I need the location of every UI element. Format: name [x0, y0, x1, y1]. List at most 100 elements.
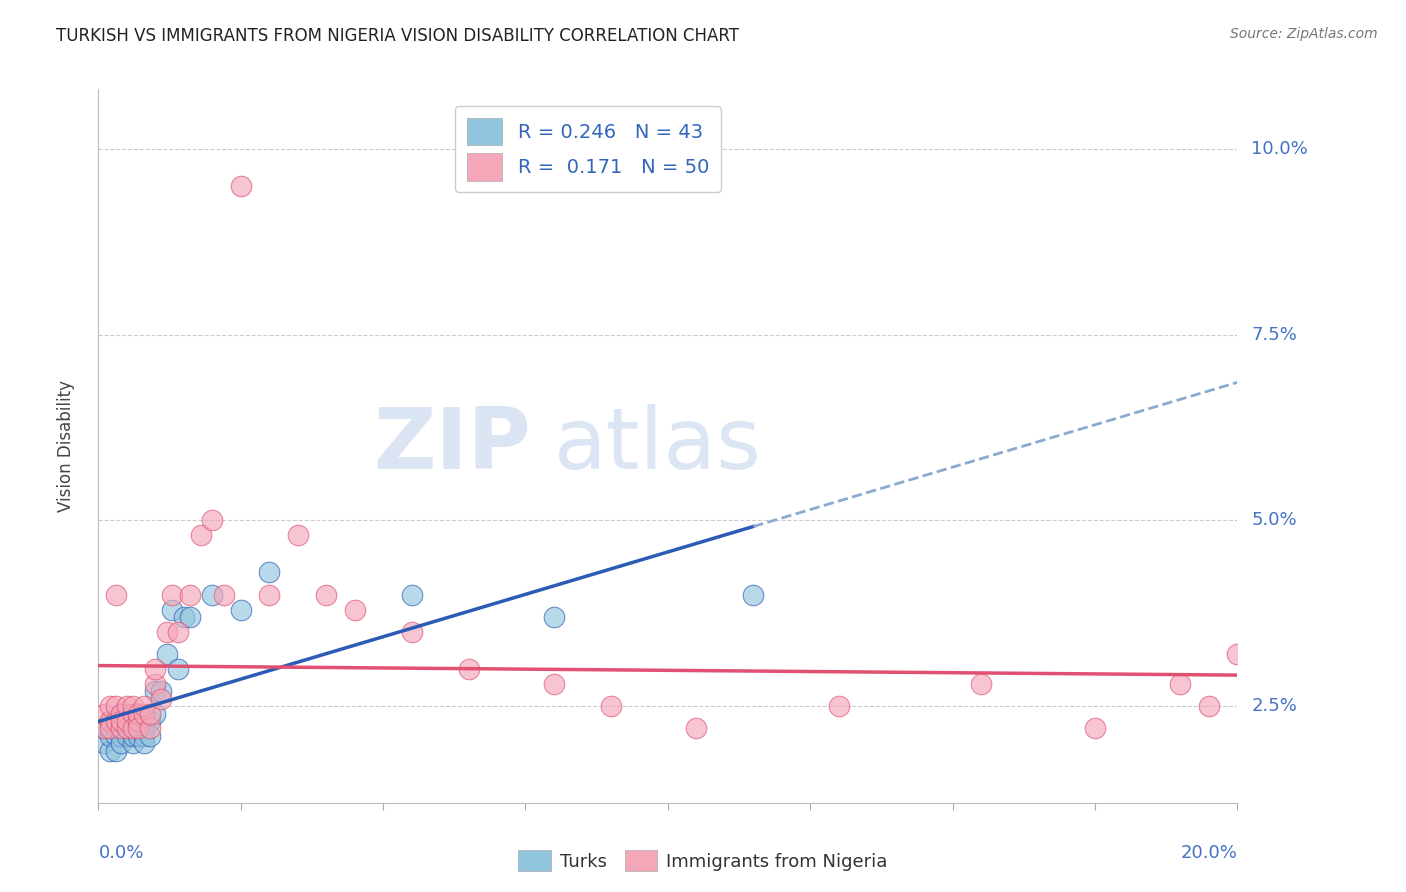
- Point: [229, 602, 252, 616]
- Point: [98, 722, 121, 736]
- Point: [145, 684, 167, 698]
- Point: [98, 729, 121, 743]
- Point: [132, 706, 155, 721]
- Text: TURKISH VS IMMIGRANTS FROM NIGERIA VISION DISABILITY CORRELATION CHART: TURKISH VS IMMIGRANTS FROM NIGERIA VISIO…: [56, 27, 740, 45]
- Point: [156, 647, 179, 661]
- Point: [104, 699, 127, 714]
- Point: [93, 706, 115, 721]
- Point: [212, 588, 235, 602]
- Text: 10.0%: 10.0%: [1251, 140, 1308, 158]
- Point: [132, 722, 155, 736]
- Point: [145, 662, 167, 676]
- Point: [173, 610, 195, 624]
- Point: [98, 714, 121, 728]
- Point: [543, 677, 565, 691]
- Point: [115, 714, 138, 728]
- Point: [287, 528, 309, 542]
- Point: [115, 722, 138, 736]
- Point: [162, 602, 184, 616]
- Point: [145, 677, 167, 691]
- Point: [110, 722, 132, 736]
- Point: [127, 729, 149, 743]
- Point: [121, 722, 143, 736]
- Point: [132, 736, 155, 750]
- Point: [156, 624, 179, 639]
- Point: [150, 684, 173, 698]
- Point: [110, 729, 132, 743]
- Point: [162, 588, 184, 602]
- Point: [1170, 677, 1192, 691]
- Point: [121, 729, 143, 743]
- Point: [150, 691, 173, 706]
- Point: [121, 714, 143, 728]
- Text: 7.5%: 7.5%: [1251, 326, 1298, 343]
- Point: [93, 722, 115, 736]
- Point: [110, 722, 132, 736]
- Point: [93, 722, 115, 736]
- Text: 2.5%: 2.5%: [1251, 698, 1298, 715]
- Point: [229, 178, 252, 193]
- Point: [201, 588, 224, 602]
- Point: [401, 588, 423, 602]
- Point: [259, 588, 281, 602]
- Point: [685, 722, 707, 736]
- Point: [93, 736, 115, 750]
- Point: [315, 588, 337, 602]
- Point: [132, 729, 155, 743]
- Text: 0.0%: 0.0%: [98, 845, 143, 863]
- Point: [145, 706, 167, 721]
- Point: [343, 602, 366, 616]
- Text: 20.0%: 20.0%: [1181, 845, 1237, 863]
- Point: [115, 729, 138, 743]
- Point: [138, 729, 160, 743]
- Point: [543, 610, 565, 624]
- Text: ZIP: ZIP: [374, 404, 531, 488]
- Point: [401, 624, 423, 639]
- Point: [127, 714, 149, 728]
- Point: [1084, 722, 1107, 736]
- Point: [179, 610, 201, 624]
- Point: [98, 714, 121, 728]
- Point: [138, 706, 160, 721]
- Point: [127, 706, 149, 721]
- Point: [167, 624, 190, 639]
- Point: [110, 714, 132, 728]
- Y-axis label: Vision Disability: Vision Disability: [56, 380, 75, 512]
- Point: [179, 588, 201, 602]
- Point: [104, 714, 127, 728]
- Point: [110, 736, 132, 750]
- Point: [104, 714, 127, 728]
- Point: [127, 714, 149, 728]
- Point: [115, 714, 138, 728]
- Point: [121, 699, 143, 714]
- Point: [190, 528, 212, 542]
- Point: [104, 722, 127, 736]
- Text: Source: ZipAtlas.com: Source: ZipAtlas.com: [1230, 27, 1378, 41]
- Point: [127, 722, 149, 736]
- Point: [104, 588, 127, 602]
- Point: [1226, 647, 1249, 661]
- Point: [115, 706, 138, 721]
- Point: [115, 699, 138, 714]
- Point: [138, 722, 160, 736]
- Point: [742, 588, 765, 602]
- Point: [1198, 699, 1220, 714]
- Point: [121, 736, 143, 750]
- Point: [110, 706, 132, 721]
- Point: [121, 722, 143, 736]
- Text: atlas: atlas: [554, 404, 762, 488]
- Point: [600, 699, 623, 714]
- Point: [138, 714, 160, 728]
- Point: [110, 706, 132, 721]
- Point: [98, 744, 121, 758]
- Point: [167, 662, 190, 676]
- Point: [127, 722, 149, 736]
- Point: [201, 513, 224, 527]
- Point: [259, 566, 281, 580]
- Legend: Turks, Immigrants from Nigeria: Turks, Immigrants from Nigeria: [510, 843, 896, 879]
- Point: [121, 706, 143, 721]
- Legend: R = 0.246   N = 43, R =  0.171   N = 50: R = 0.246 N = 43, R = 0.171 N = 50: [456, 106, 721, 192]
- Point: [132, 699, 155, 714]
- Point: [457, 662, 479, 676]
- Point: [970, 677, 993, 691]
